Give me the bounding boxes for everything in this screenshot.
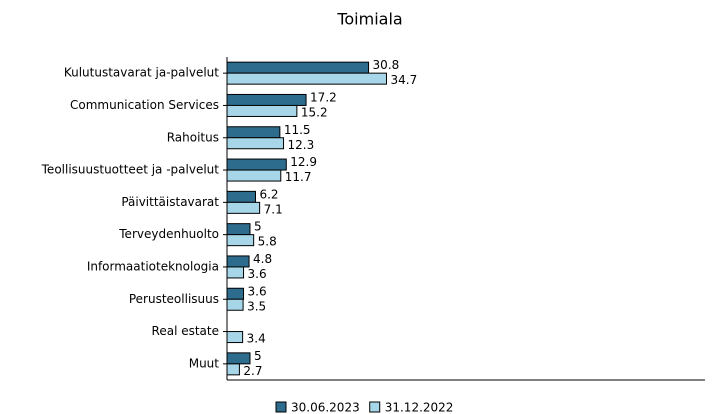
value-label: 7.1	[264, 202, 283, 216]
bar	[226, 223, 251, 236]
bar	[226, 104, 298, 117]
value-label: 12.9	[290, 155, 317, 169]
bar	[226, 363, 240, 376]
bar	[226, 158, 287, 171]
bar	[226, 331, 244, 344]
value-label: 3.6	[248, 284, 267, 298]
bar	[226, 93, 307, 106]
bar	[226, 190, 256, 203]
bar	[226, 126, 281, 139]
value-label: 11.5	[284, 123, 311, 137]
y-tick-label: Terveydenhuolto	[118, 227, 219, 241]
value-label: 5	[254, 220, 262, 234]
bar	[226, 72, 387, 85]
value-label: 15.2	[301, 105, 328, 119]
y-tick-label: Real estate	[152, 324, 219, 338]
bar	[226, 298, 244, 311]
bar	[226, 352, 251, 365]
y-tick-label: Informaatioteknologia	[87, 259, 219, 273]
value-label: 11.7	[285, 170, 312, 184]
y-tick-label: Communication Services	[70, 98, 219, 112]
value-label: 6.2	[259, 187, 278, 201]
bar	[226, 266, 245, 279]
legend-label: 31.12.2022	[385, 401, 454, 414]
y-tick-label: Muut	[189, 356, 220, 370]
y-tick-label: Kulutustavarat ja-palvelut	[64, 66, 219, 80]
value-label: 5.8	[258, 235, 277, 249]
value-label: 4.8	[253, 252, 272, 266]
value-label: 5	[254, 349, 262, 363]
legend-label: 30.06.2023	[291, 401, 360, 414]
bar	[226, 234, 255, 247]
value-label: 34.7	[390, 73, 417, 87]
value-label: 12.3	[288, 138, 315, 152]
legend-swatch	[275, 401, 287, 413]
value-label: 3.5	[247, 299, 266, 313]
y-tick-label: Päivittäistavarat	[121, 195, 219, 209]
bar	[226, 61, 370, 74]
bar	[226, 287, 245, 300]
value-label: 30.8	[373, 58, 400, 72]
bar	[226, 201, 261, 214]
y-tick-label: Perusteollisuus	[129, 292, 219, 306]
value-label: 3.4	[247, 332, 266, 346]
bar	[226, 169, 282, 182]
legend-swatch	[369, 401, 381, 413]
value-label: 3.6	[248, 267, 267, 281]
y-tick-label: Rahoitus	[167, 130, 219, 144]
chart-title: Toimiala	[336, 10, 402, 29]
value-label: 2.7	[243, 364, 262, 378]
y-tick-label: Teollisuustuotteet ja -palvelut	[41, 163, 220, 177]
bar	[226, 255, 250, 268]
bar	[226, 137, 285, 150]
value-label: 17.2	[310, 90, 337, 104]
